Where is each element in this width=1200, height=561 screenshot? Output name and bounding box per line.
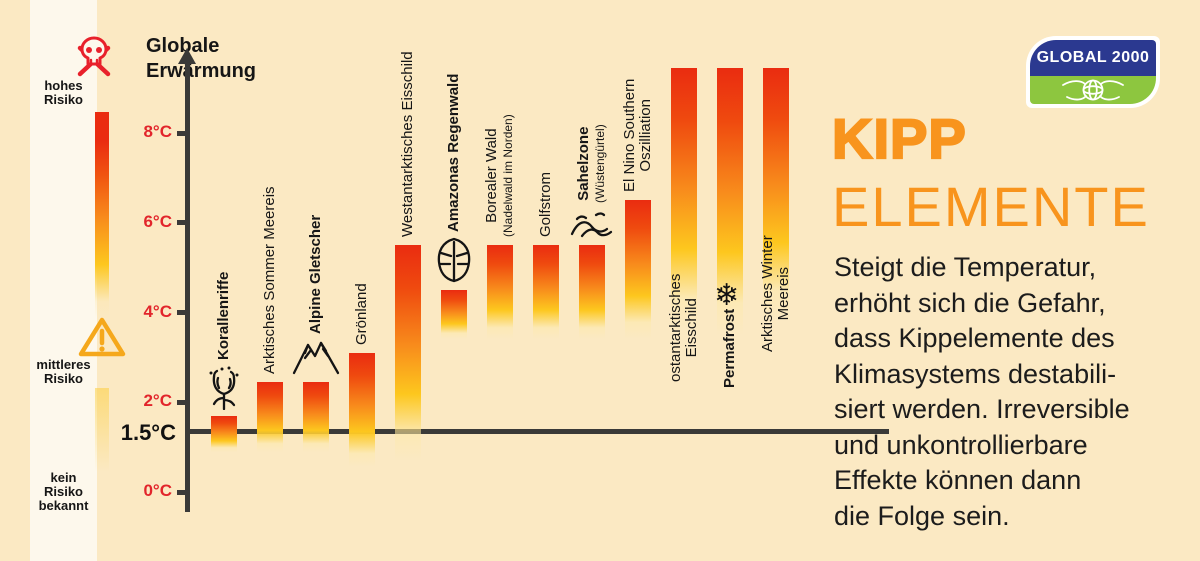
bar-sahelzone (579, 245, 605, 340)
globe-icon (1062, 79, 1124, 101)
bar-label-line: Arktisches Sommer Meereis (261, 186, 278, 375)
bar-label-line: Golfstrom (537, 172, 554, 238)
label-arktisches-winter-meereis: Arktisches Winter Meereis (759, 235, 792, 352)
coral-icon (201, 364, 247, 415)
bar-label-line: Meereis (775, 266, 792, 321)
bar-arktisches-sommer-meereis (257, 382, 283, 452)
bar-label-line: Sahelzone (575, 126, 592, 201)
label-sahelzone: Sahelzone (Wüstengürtel) (575, 124, 608, 204)
label-westantarktisches-eisschild: Westantarktisches Eisschild (399, 51, 416, 238)
tick-label-4c: 4°C (143, 301, 172, 321)
bar-permafrost (717, 68, 743, 335)
tick-label-6c: 6°C (143, 211, 172, 231)
label-borealer-wald: Borealer Wald (Nadelwald im Norden) (483, 114, 516, 238)
tick-label-8c: 8°C (143, 122, 172, 141)
label-permafrost: Permafrost (721, 308, 738, 388)
leaf-icon (434, 236, 474, 289)
description-text: Steigt die Temperatur, erhöht sich die G… (834, 252, 1130, 531)
bar-arktisches-winter-meereis (763, 68, 789, 322)
skull-icon (77, 36, 111, 77)
tick-label-2c: 2°C (143, 391, 172, 411)
bar-sublabel-line: (Nadelwald im Norden) (501, 114, 515, 238)
bar-korallenriffe (211, 415, 237, 452)
bar-label-line: Arktisches Winter (759, 235, 776, 352)
bar-label-line: Korallenriffe (215, 271, 232, 360)
bar-label-line: ostantarktisches (667, 273, 684, 382)
label-korallenriffe: Korallenriffe (215, 271, 232, 360)
label-el-nino-southern-oszilliation: El Nino Southern Oszilliation (621, 78, 654, 193)
label-golfstrom: Golfstrom (537, 172, 554, 238)
threshold-label: 1.5°C (120, 420, 176, 445)
tick-mark-6c (177, 220, 185, 226)
y-axis-line (185, 62, 190, 512)
mountain-icon (292, 338, 340, 381)
label-alpine-gletscher: Alpine Gletscher (307, 214, 324, 335)
no-risk-label: kein Risiko bekannt (38, 470, 89, 513)
dunes-icon (570, 207, 614, 244)
bar-sublabel-line: (Wüstengürtel) (593, 124, 607, 204)
risk-legend-strip: hohes Risiko mittleres Risiko kein Risik… (30, 0, 126, 561)
tick-mark-2c (177, 399, 185, 405)
bar-label-line: Eisschild (683, 298, 700, 358)
tick-mark-8c (177, 130, 185, 136)
tick-label-0c: 0°C (143, 481, 172, 500)
bar-westantarktisches-eisschild (395, 245, 421, 461)
bar-label-line: Borealer Wald (483, 128, 500, 224)
bar-alpine-gletscher (303, 382, 329, 452)
y-axis-title: Globale Erwärmung (146, 35, 257, 82)
bar-groenland (349, 352, 375, 468)
snowflake-icon: ❄ (714, 278, 740, 313)
bar-label-line: Permafrost (721, 308, 738, 388)
logo-globe-band (1030, 76, 1156, 104)
title-elemente: ELEMENTE (832, 175, 1150, 238)
logo-body: GLOBAL 2000 (1030, 40, 1156, 104)
label-arktisches-sommer-meereis: Arktisches Sommer Meereis (261, 186, 278, 375)
bar-golfstrom (533, 245, 559, 340)
bar-amazonas-regenwald (441, 290, 467, 340)
high-risk-label: hohes Risiko (43, 78, 83, 107)
label-ostantarktisches-eisschild: ostantarktisches Eisschild (667, 273, 700, 382)
risk-gradient-bar (95, 112, 109, 318)
label-groenland: Grönland (353, 283, 370, 345)
bar-label-line: Alpine Gletscher (307, 214, 324, 335)
bar-ostantarktisches-eisschild (671, 68, 697, 331)
medium-risk-label: mittleres Risiko (36, 357, 91, 386)
bar-el-nino-southern-oszilliation (625, 200, 651, 340)
tick-mark-4c (177, 310, 185, 315)
tick-mark-0c (177, 489, 185, 495)
axis-arrow-icon (178, 48, 196, 64)
warning-triangle-icon (78, 317, 126, 357)
bar-label-line: Oszilliation (637, 99, 654, 172)
risk-gradient-faint (95, 388, 109, 472)
title-kipp: KIPP (831, 106, 967, 171)
threshold-line-1-5c (185, 429, 889, 434)
bar-label-line: Grönland (353, 283, 370, 345)
bar-label-line: El Nino Southern (621, 78, 638, 193)
bar-label-line: Westantarktisches Eisschild (399, 51, 416, 238)
global2000-logo: GLOBAL 2000 (1026, 36, 1160, 108)
label-amazonas-regenwald: Amazonas Regenwald (445, 73, 462, 233)
bar-label-line: Amazonas Regenwald (445, 73, 462, 233)
logo-wordmark: GLOBAL 2000 (1030, 40, 1156, 76)
bar-borealer-wald (487, 245, 513, 340)
